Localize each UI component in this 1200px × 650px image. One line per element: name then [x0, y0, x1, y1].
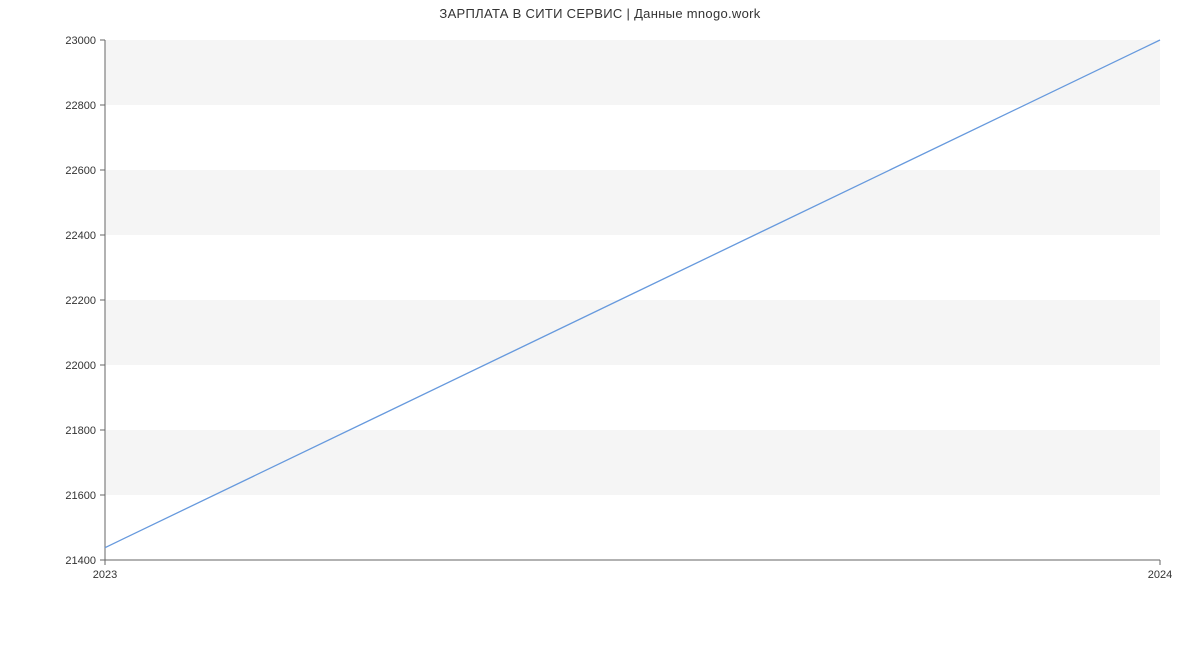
salary-line-chart: ЗАРПЛАТА В СИТИ СЕРВИС | Данные mnogo.wo…: [0, 0, 1200, 650]
grid-band: [105, 170, 1160, 235]
y-tick-label: 22000: [65, 360, 96, 372]
y-tick-label: 22400: [65, 230, 96, 242]
chart-svg: 21400 21600 21800 22000 22200 22400 22600 22800…: [0, 0, 1200, 650]
x-tick-label: 2024: [1148, 569, 1172, 581]
grid-band: [105, 300, 1160, 365]
grid-band: [105, 430, 1160, 495]
y-tick-label: 21400: [65, 555, 96, 567]
y-tick-label: 21600: [65, 490, 96, 502]
y-tick-label: 22800: [65, 100, 96, 112]
x-tick-label: 2023: [93, 569, 117, 581]
y-tick-label: 21800: [65, 425, 96, 437]
grid-band: [105, 40, 1160, 105]
y-tick-label: 23000: [65, 35, 96, 47]
y-tick-label: 22600: [65, 165, 96, 177]
y-tick-label: 22200: [65, 295, 96, 307]
